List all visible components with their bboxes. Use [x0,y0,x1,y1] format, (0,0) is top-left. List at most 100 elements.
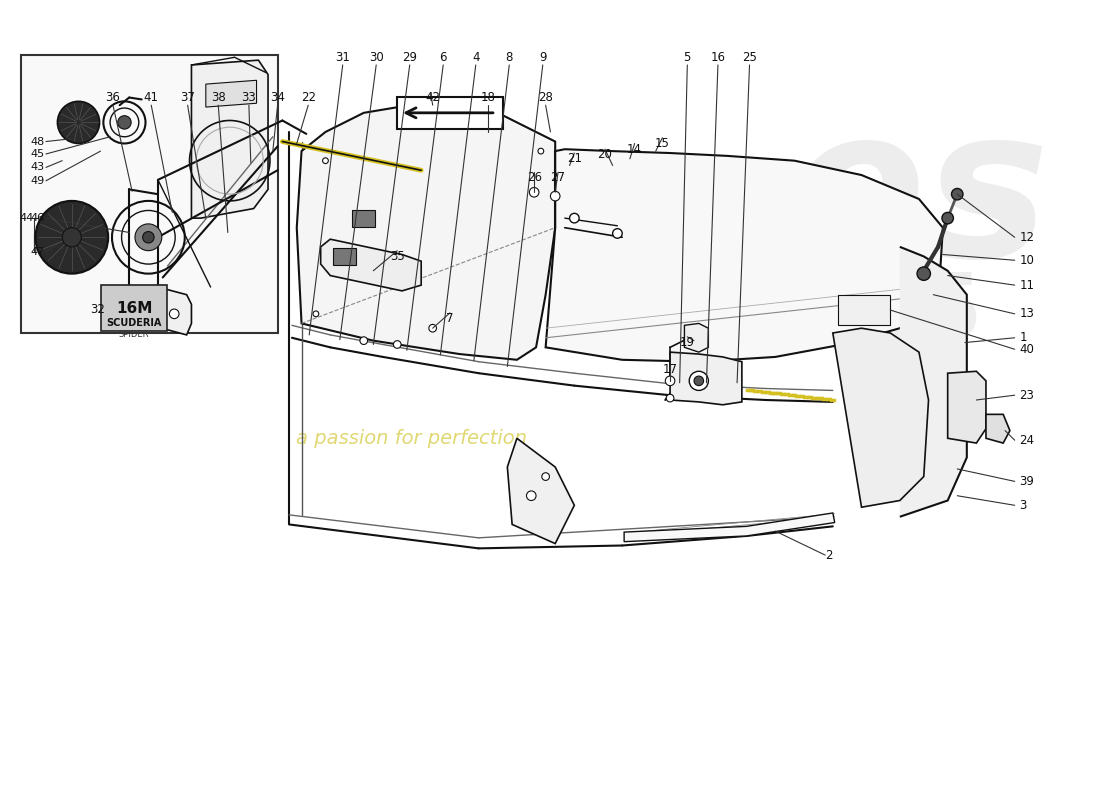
Text: 27: 27 [551,171,565,185]
Polygon shape [833,328,928,507]
Circle shape [666,376,675,386]
Text: 14: 14 [627,142,642,156]
Text: 15: 15 [654,137,670,150]
Circle shape [570,214,579,223]
Text: 1: 1 [1020,331,1027,344]
Circle shape [613,229,623,238]
Circle shape [314,311,319,317]
Text: 3: 3 [1020,498,1026,512]
Circle shape [118,116,131,129]
Polygon shape [206,80,256,107]
Text: 4: 4 [472,51,480,64]
Text: 26: 26 [527,171,541,185]
Text: 7: 7 [447,312,453,325]
Text: 47: 47 [31,246,45,257]
Text: 20: 20 [597,149,613,162]
Text: 30: 30 [368,51,384,64]
Text: 45: 45 [31,149,45,159]
Circle shape [360,337,367,345]
Text: 18: 18 [481,91,496,104]
Circle shape [466,110,472,116]
Circle shape [132,302,140,310]
Circle shape [694,376,704,386]
Circle shape [690,371,708,390]
Text: 23: 23 [1020,389,1034,402]
Text: 10: 10 [1020,254,1034,266]
Text: 36: 36 [106,91,120,104]
Text: 35: 35 [389,250,405,263]
Text: 33: 33 [242,91,256,104]
Text: 9: 9 [539,51,547,64]
Text: SCUDERIA: SCUDERIA [107,318,162,329]
Text: 16M: 16M [116,301,152,316]
Text: 13: 13 [1020,307,1034,320]
Circle shape [550,191,560,201]
Circle shape [527,491,536,501]
Bar [333,248,356,265]
Text: 29: 29 [403,51,417,64]
Text: 48: 48 [31,137,45,146]
Text: 24: 24 [1020,434,1034,446]
Circle shape [542,473,550,481]
Circle shape [143,231,154,243]
Text: 16: 16 [711,51,725,64]
Circle shape [952,189,962,200]
Circle shape [538,148,543,154]
Circle shape [35,201,108,274]
Text: 8: 8 [506,51,513,64]
Polygon shape [148,287,191,335]
Circle shape [529,187,539,197]
Circle shape [169,309,179,318]
Text: 39: 39 [1020,475,1034,488]
Polygon shape [297,103,556,360]
Text: 41: 41 [144,91,158,104]
Bar [352,210,375,226]
Text: a passion for perfection: a passion for perfection [296,429,527,448]
Text: 2: 2 [825,549,833,562]
Circle shape [394,341,402,348]
Text: 17: 17 [662,363,678,376]
Text: 43: 43 [31,162,45,172]
Text: 49: 49 [31,176,45,186]
Text: 44: 44 [20,213,33,223]
Text: 12: 12 [1020,230,1034,244]
Polygon shape [546,150,943,362]
Text: 6: 6 [440,51,447,64]
Circle shape [667,394,674,402]
Text: 42: 42 [426,91,440,104]
Text: 37: 37 [180,91,195,104]
Text: 31: 31 [336,51,350,64]
Text: 40: 40 [1020,342,1034,356]
Circle shape [63,228,81,247]
Text: 19: 19 [680,336,695,349]
Text: 11: 11 [1020,278,1034,292]
Circle shape [57,102,100,143]
Polygon shape [670,352,741,405]
Circle shape [942,212,954,224]
Circle shape [322,158,328,163]
Text: es: es [785,98,1050,300]
Text: SPIDER: SPIDER [119,330,150,339]
Text: 5: 5 [683,51,691,64]
Text: 38: 38 [211,91,226,104]
Text: 46: 46 [31,213,45,223]
Polygon shape [900,247,967,517]
Text: 22: 22 [300,91,316,104]
Text: 28: 28 [538,91,553,104]
Text: 25: 25 [742,51,757,64]
Polygon shape [191,60,268,218]
Circle shape [135,224,162,250]
Polygon shape [507,438,574,543]
Text: 085: 085 [794,270,983,358]
Polygon shape [948,371,986,443]
Polygon shape [321,239,421,291]
Text: 34: 34 [271,91,285,104]
Circle shape [429,324,437,332]
Text: 32: 32 [90,302,106,315]
Polygon shape [986,414,1010,443]
Polygon shape [684,323,708,352]
Polygon shape [624,513,835,542]
Bar [837,294,890,326]
Text: 21: 21 [566,152,582,166]
Bar [21,55,277,333]
